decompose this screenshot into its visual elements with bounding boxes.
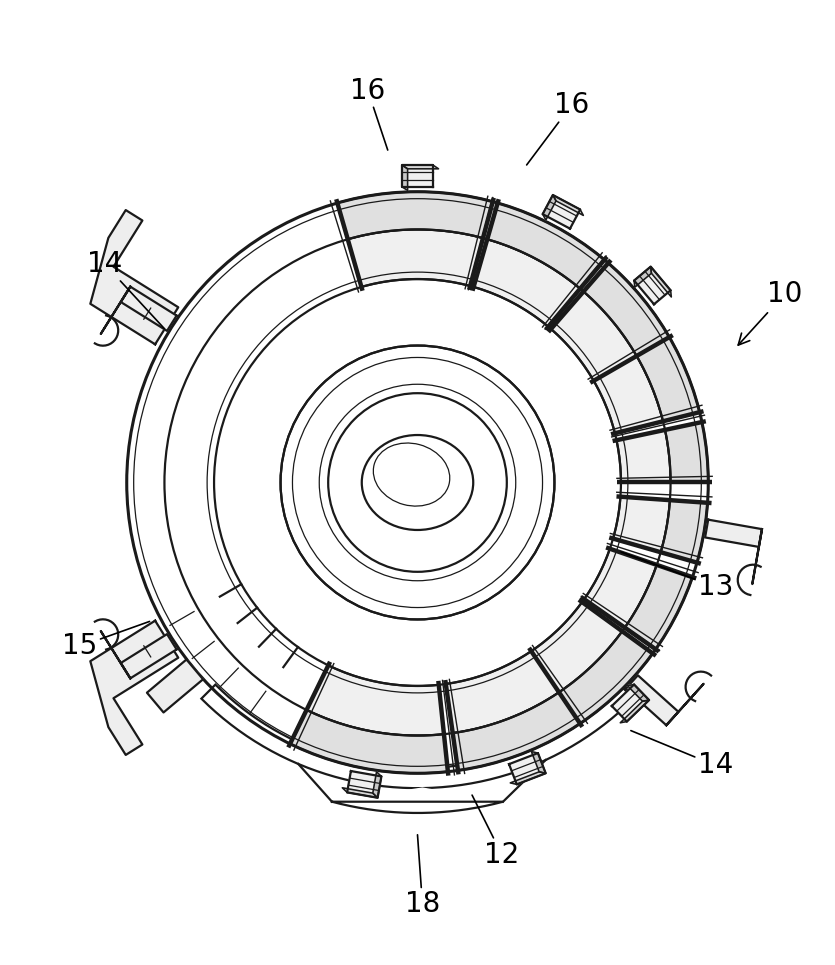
Polygon shape [616,429,671,482]
Polygon shape [634,266,671,304]
Polygon shape [332,788,503,813]
Polygon shape [121,287,176,331]
Polygon shape [337,192,498,239]
Text: 12: 12 [472,795,519,868]
Polygon shape [634,266,651,288]
Polygon shape [402,165,438,169]
Polygon shape [509,753,546,785]
Polygon shape [580,260,670,356]
Polygon shape [584,549,657,627]
Polygon shape [510,772,546,785]
Text: 13: 13 [621,552,733,600]
Polygon shape [147,659,203,712]
Polygon shape [625,565,692,649]
Circle shape [281,345,554,620]
Polygon shape [543,195,580,229]
Polygon shape [342,787,377,798]
Polygon shape [101,631,130,678]
Ellipse shape [362,435,473,530]
Text: 14: 14 [631,731,733,780]
Polygon shape [594,356,663,433]
Polygon shape [660,500,707,563]
Polygon shape [121,634,176,678]
Text: 16: 16 [350,76,387,150]
Polygon shape [281,345,554,620]
Text: 10: 10 [738,280,802,345]
Polygon shape [372,772,382,798]
Polygon shape [752,529,762,584]
Polygon shape [620,700,649,723]
Text: 18: 18 [405,835,440,919]
Polygon shape [665,422,708,482]
Circle shape [122,187,713,778]
Polygon shape [650,266,671,297]
Polygon shape [627,684,649,702]
Polygon shape [613,497,670,552]
Polygon shape [483,202,608,291]
Polygon shape [705,520,762,547]
Polygon shape [164,230,671,735]
Polygon shape [636,337,700,422]
Polygon shape [101,287,130,334]
Polygon shape [553,195,584,215]
Polygon shape [347,230,488,287]
Polygon shape [201,684,634,788]
Text: 14: 14 [88,250,164,329]
Polygon shape [531,752,546,773]
Polygon shape [531,602,622,692]
Polygon shape [453,692,580,770]
Polygon shape [559,631,653,724]
Polygon shape [543,195,556,220]
Polygon shape [402,165,407,190]
Polygon shape [347,771,382,798]
Polygon shape [612,684,649,722]
Polygon shape [90,210,179,345]
Polygon shape [290,710,448,773]
Polygon shape [306,665,444,735]
Polygon shape [625,676,678,726]
Polygon shape [402,165,433,187]
Polygon shape [90,620,179,755]
Text: 16: 16 [527,92,589,165]
Polygon shape [470,238,584,329]
Polygon shape [666,684,704,726]
Polygon shape [549,289,636,381]
Text: 15: 15 [63,621,149,660]
Polygon shape [446,651,559,733]
